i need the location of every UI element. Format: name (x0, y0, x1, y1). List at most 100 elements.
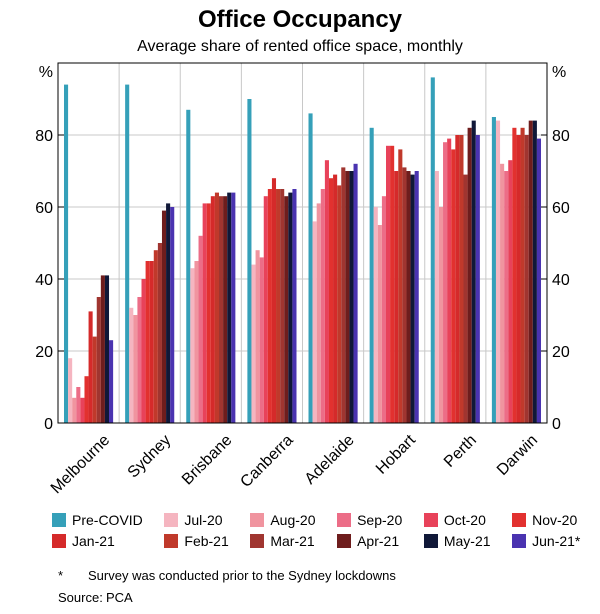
bar-apr-21 (284, 196, 289, 423)
bar-may-21 (104, 275, 110, 423)
bar-sep-20 (76, 387, 81, 423)
legend-item: Oct-20 (423, 512, 502, 528)
source-label: Source: (58, 590, 103, 605)
bar-jan-21 (394, 171, 399, 423)
bar-nov-20 (390, 145, 395, 424)
bar-nov-20 (145, 261, 150, 423)
bar-aug-20 (133, 315, 138, 423)
legend-label: Sep-20 (357, 512, 403, 528)
legend-swatch (512, 513, 527, 527)
plot-frame (57, 62, 548, 424)
bar-may-21 (471, 120, 476, 423)
bar-pre-covid (64, 84, 69, 423)
legend-item: Pre-COVID (52, 512, 154, 528)
bar-pre-covid (491, 117, 496, 423)
bar-pre-covid (125, 84, 130, 423)
bar-aug-20 (194, 261, 199, 423)
bar-sep-20 (320, 189, 325, 423)
bar-mar-21 (463, 174, 468, 423)
bar-jan-21 (271, 178, 277, 423)
bar-jan-21 (516, 135, 521, 423)
bar-jun-21 (231, 192, 236, 423)
bar-may-21 (532, 120, 537, 423)
bar-sep-20 (137, 297, 142, 423)
legend-label: Oct-20 (443, 512, 486, 528)
bar-may-21 (166, 203, 171, 423)
bar-jun-21 (536, 138, 541, 423)
bar-jul-20 (190, 268, 195, 423)
bar-pre-covid (430, 77, 435, 424)
y-tick-label-right: 80 (552, 128, 570, 145)
legend-item: Jan-21 (52, 533, 154, 549)
bar-sep-20 (381, 196, 386, 423)
legend-item: Jun-21* (512, 533, 592, 549)
x-tick-label: Hobart (373, 431, 419, 477)
bar-sep-20 (443, 142, 448, 423)
bar-aug-20 (438, 207, 444, 423)
legend-label: Mar-21 (270, 533, 315, 549)
bar-may-21 (227, 192, 232, 423)
bar-feb-21 (214, 192, 219, 423)
legend-item: Mar-21 (250, 533, 327, 549)
x-tick-label: Perth (441, 432, 480, 471)
bar-feb-21 (459, 135, 464, 423)
bar-pre-covid (186, 109, 191, 424)
bar-jun-21 (353, 163, 358, 424)
y-tick-label-right: 20 (552, 344, 570, 361)
y-tick-label-right: 0 (552, 416, 561, 433)
bar-oct-20 (447, 138, 452, 423)
bar-apr-21 (223, 196, 228, 423)
bar-jan-21 (88, 311, 93, 423)
bar-pre-covid (369, 127, 374, 424)
bar-pre-covid (247, 99, 252, 423)
bar-jan-21 (455, 135, 460, 423)
legend-swatch (337, 534, 352, 548)
bar-jun-21 (414, 171, 419, 423)
bar-jan-21 (149, 261, 154, 423)
legend-swatch (164, 534, 179, 548)
bar-jan-21 (333, 174, 338, 423)
bar-mar-21 (157, 243, 162, 423)
y-tick-label-left: 60 (35, 200, 53, 217)
bar-oct-20 (141, 279, 146, 423)
legend-swatch (337, 513, 352, 527)
legend-label: Aug-20 (270, 512, 316, 528)
bar-may-21 (410, 174, 415, 423)
bar-feb-21 (337, 185, 342, 423)
y-tick-label-right: 40 (552, 272, 570, 289)
bar-jul-20 (68, 358, 73, 423)
y-tick-label-left: 40 (35, 272, 53, 289)
x-tick-label: Brisbane (179, 432, 236, 489)
bar-feb-21 (398, 149, 403, 423)
bar-chart: 0 0 20 20 40 40 60 60 80 80% % Melbourne Sydney Brisb… (35, 62, 570, 498)
bar-mar-21 (219, 196, 224, 423)
x-tick-label: Darwin (494, 432, 541, 479)
source-text: PCA (106, 590, 133, 605)
bar-apr-21 (406, 171, 411, 423)
legend-swatch (423, 513, 438, 527)
legend-swatch (512, 534, 527, 548)
legend-swatch (52, 534, 66, 548)
x-tick-label: Sydney (125, 432, 175, 482)
bar-feb-21 (92, 336, 97, 423)
bar-oct-20 (202, 203, 207, 423)
bar-apr-21 (467, 127, 472, 424)
bar-mar-21 (402, 167, 407, 423)
y-tick-label-left: 0 (44, 416, 53, 433)
bar-pre-covid (308, 113, 313, 424)
bar-apr-21 (345, 171, 350, 423)
legend-item: Aug-20 (250, 512, 327, 528)
bar-jul-20 (129, 307, 134, 423)
y-tick-label-right: 60 (552, 200, 570, 217)
bar-mar-21 (96, 297, 101, 423)
legend-item: Feb-21 (164, 533, 240, 549)
bar-nov-20 (267, 189, 272, 423)
bar-aug-20 (316, 203, 321, 423)
bar-oct-20 (324, 160, 329, 423)
bar-jul-20 (434, 171, 439, 423)
legend-item: May-21 (423, 533, 502, 549)
x-tick-label: Melbourne (48, 432, 114, 498)
chart-subtitle: Average share of rented office space, mo… (137, 38, 463, 55)
bar-mar-21 (524, 135, 529, 423)
bar-jun-21 (475, 135, 480, 423)
